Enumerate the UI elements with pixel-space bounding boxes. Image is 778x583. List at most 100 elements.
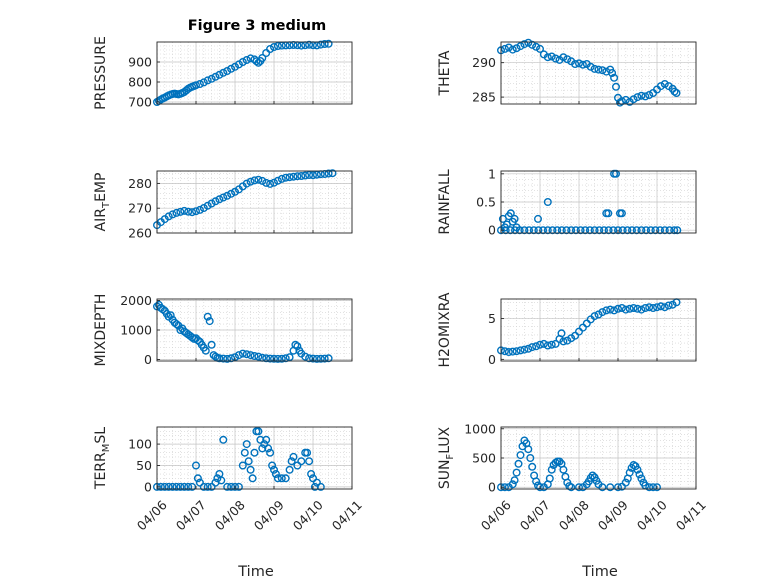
data-series bbox=[497, 298, 681, 357]
data-point bbox=[215, 195, 224, 204]
data-point bbox=[188, 482, 197, 491]
data-point bbox=[510, 476, 519, 485]
y-axis-label: RAINFALL bbox=[437, 169, 453, 234]
data-series bbox=[497, 436, 662, 492]
data-point bbox=[219, 435, 228, 444]
data-point bbox=[213, 474, 222, 483]
data-point bbox=[199, 78, 208, 87]
data-point bbox=[557, 226, 566, 235]
data-point bbox=[303, 448, 312, 457]
data-point bbox=[312, 478, 321, 487]
data-point bbox=[246, 177, 255, 186]
data-point bbox=[508, 45, 517, 54]
subplot-6: 0 5 H2OMIXRA bbox=[437, 292, 697, 368]
data-point bbox=[223, 354, 232, 363]
data-point bbox=[238, 349, 247, 358]
y-axis-label: THETA bbox=[437, 50, 453, 96]
y-tick-label: 500 bbox=[472, 451, 496, 466]
axes-background bbox=[157, 42, 352, 104]
data-point bbox=[234, 60, 243, 69]
data-point bbox=[524, 38, 533, 47]
data-point bbox=[670, 226, 679, 235]
data-point bbox=[254, 352, 263, 361]
data-point bbox=[610, 306, 619, 315]
data-point bbox=[324, 169, 333, 178]
axes-box bbox=[156, 426, 353, 490]
y-axis-label: SUNFLUX bbox=[437, 426, 456, 489]
data-point bbox=[642, 226, 651, 235]
data-point bbox=[617, 97, 626, 106]
data-point bbox=[628, 226, 637, 235]
data-point bbox=[227, 482, 236, 491]
data-point bbox=[551, 54, 560, 63]
y-axis-label: H2OMIXRA bbox=[437, 292, 453, 367]
data-point bbox=[660, 79, 669, 88]
data-point bbox=[621, 305, 630, 314]
data-point bbox=[637, 474, 646, 483]
data-point bbox=[193, 336, 202, 345]
data-point bbox=[512, 468, 521, 477]
data-point bbox=[242, 350, 251, 359]
y-tick-label: 2000 bbox=[120, 293, 152, 308]
data-point bbox=[262, 435, 271, 444]
axes-box bbox=[156, 170, 353, 234]
data-point bbox=[219, 68, 228, 77]
data-point bbox=[184, 482, 193, 491]
data-point bbox=[633, 304, 642, 313]
data-point bbox=[211, 197, 220, 206]
data-point bbox=[526, 454, 535, 463]
data-point bbox=[201, 346, 210, 355]
data-point bbox=[301, 352, 310, 361]
data-point bbox=[273, 354, 282, 363]
data-point bbox=[310, 482, 319, 491]
data-point bbox=[287, 457, 296, 466]
data-point bbox=[532, 42, 541, 51]
data-point bbox=[164, 212, 173, 221]
data-point bbox=[219, 193, 228, 202]
data-point bbox=[559, 53, 568, 62]
data-point bbox=[673, 226, 682, 235]
x-axis-label-left: Time bbox=[237, 564, 274, 580]
data-point bbox=[665, 226, 674, 235]
data-point bbox=[271, 470, 280, 479]
data-point bbox=[617, 304, 626, 313]
y-tick-label: 50 bbox=[136, 458, 152, 473]
data-series bbox=[497, 169, 682, 235]
data-point bbox=[266, 354, 275, 363]
data-point bbox=[575, 483, 584, 492]
data-point bbox=[612, 169, 621, 178]
data-point bbox=[536, 340, 545, 349]
data-point bbox=[242, 179, 251, 188]
data-point bbox=[660, 303, 669, 312]
data-point bbox=[293, 461, 302, 470]
data-point bbox=[191, 81, 200, 90]
data-point bbox=[668, 300, 677, 309]
data-point bbox=[621, 95, 630, 104]
data-point bbox=[297, 457, 306, 466]
data-point bbox=[266, 45, 275, 54]
data-point bbox=[285, 353, 294, 362]
data-point bbox=[217, 476, 226, 485]
data-point bbox=[244, 457, 253, 466]
data-point bbox=[309, 354, 318, 363]
data-point bbox=[524, 445, 533, 454]
data-point bbox=[563, 55, 572, 64]
data-point bbox=[581, 226, 590, 235]
data-point bbox=[528, 343, 537, 352]
data-point bbox=[516, 346, 525, 355]
data-point bbox=[524, 344, 533, 353]
data-point bbox=[625, 304, 634, 313]
data-point bbox=[293, 342, 302, 351]
data-point bbox=[307, 470, 316, 479]
data-point bbox=[653, 483, 662, 492]
data-series bbox=[152, 39, 333, 106]
data-point bbox=[604, 226, 613, 235]
data-point bbox=[166, 311, 175, 320]
data-point bbox=[203, 312, 212, 321]
data-point bbox=[606, 483, 615, 492]
data-point bbox=[258, 444, 267, 453]
data-point bbox=[529, 226, 538, 235]
data-point bbox=[193, 474, 202, 483]
data-point bbox=[199, 482, 208, 491]
data-point bbox=[250, 352, 259, 361]
